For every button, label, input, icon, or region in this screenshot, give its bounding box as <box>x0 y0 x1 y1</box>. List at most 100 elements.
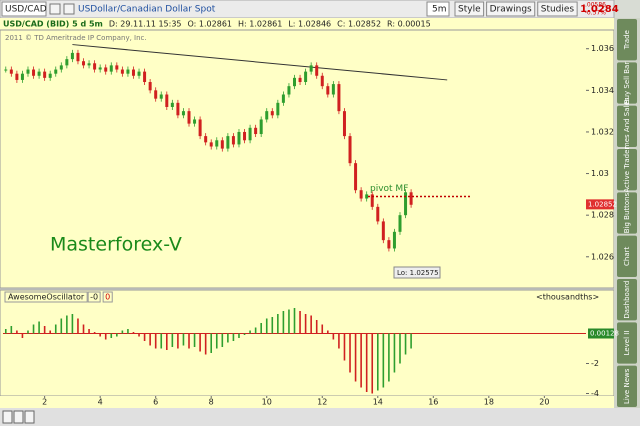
candle <box>298 77 302 83</box>
candle <box>32 69 36 76</box>
toolbar-button[interactable] <box>486 1 536 17</box>
candle <box>376 206 380 222</box>
sidebar-tab[interactable] <box>617 149 637 191</box>
candle <box>354 163 358 191</box>
x-tick-label: 10 <box>262 398 272 407</box>
candle <box>181 111 185 116</box>
candle <box>82 61 86 66</box>
candle <box>392 231 396 249</box>
candle <box>126 69 130 74</box>
zoom-icon[interactable] <box>2 410 13 424</box>
sidebar-tab[interactable] <box>617 105 637 147</box>
y-tick-label: -4 <box>591 389 599 398</box>
oscillator-panel <box>0 289 615 397</box>
sidebar-tab[interactable] <box>617 192 637 234</box>
info-item: C: 1.02852 <box>337 20 381 29</box>
info-item: O: 1.02861 <box>188 20 232 29</box>
x-tick-label: 4 <box>98 398 103 407</box>
sidebar-tab[interactable] <box>617 235 637 277</box>
oscillator-param: -0 <box>90 293 98 302</box>
sidebar-tab[interactable] <box>617 19 637 61</box>
candle <box>93 63 97 70</box>
candle <box>398 215 402 232</box>
info-item: D: 29.11.11 15:35 <box>109 20 182 29</box>
candle <box>387 240 391 249</box>
candle <box>37 71 41 76</box>
candle <box>70 52 74 60</box>
aggregation-box[interactable] <box>426 1 450 17</box>
param-box <box>87 291 101 303</box>
y-tick-label: 1.028 <box>591 211 614 220</box>
icon[interactable] <box>63 3 75 15</box>
description: USDollar/Canadian Dollar Spot <box>78 5 216 15</box>
candle <box>342 111 346 137</box>
candle <box>370 194 374 207</box>
sidebar-tab[interactable] <box>617 365 637 407</box>
candle <box>176 102 180 116</box>
x-axis-area <box>0 396 614 408</box>
candle <box>115 65 119 70</box>
copyright: 2011 © TD Ameritrade IP Company, Inc. <box>5 34 147 42</box>
toolbar-button-label: Style <box>458 5 481 15</box>
candle <box>281 94 285 103</box>
candle <box>204 136 208 143</box>
change: -.00586 <box>583 2 606 9</box>
sidebar-tab[interactable] <box>617 279 637 321</box>
candle <box>404 192 408 216</box>
sidebar-tab[interactable] <box>617 322 637 364</box>
sidebar-tab-label: Level II <box>623 331 631 356</box>
info-item: R: 0.00015 <box>387 20 431 29</box>
candle <box>243 131 247 141</box>
oscillator-title: AwesomeOscillator <box>8 293 85 302</box>
candle <box>87 63 91 66</box>
x-tick-label: 18 <box>484 398 494 407</box>
candle <box>248 127 252 141</box>
candle <box>215 140 219 147</box>
zoom-icon[interactable] <box>13 410 24 424</box>
candle <box>409 192 413 205</box>
candle <box>148 82 152 91</box>
current-value-box <box>588 328 614 339</box>
x-tick-label: 2 <box>42 398 47 407</box>
candle <box>265 111 269 120</box>
candle <box>365 194 369 199</box>
candle <box>231 136 235 145</box>
icon[interactable] <box>49 3 61 15</box>
candle <box>43 71 47 78</box>
pivot-label: pivot MF <box>370 184 408 194</box>
zoom-icon[interactable] <box>24 410 35 424</box>
low-label: Lo: 1.02575 <box>397 269 439 277</box>
sidebar-tab[interactable] <box>617 62 637 104</box>
sidebar-tab-label: Live News <box>623 368 631 404</box>
y-tick-label: -2 <box>591 359 599 368</box>
candle <box>287 86 291 95</box>
toolbar-button-label: Studies <box>541 5 575 15</box>
sidebar-tab-label: Trade <box>623 30 631 50</box>
sidebar-tab-label: Buy Sell Bar <box>623 62 631 105</box>
x-tick-label: 16 <box>428 398 438 407</box>
oscillator-title-box[interactable] <box>4 291 88 303</box>
candle <box>237 131 241 145</box>
candle <box>187 111 191 124</box>
candle <box>359 190 363 199</box>
candle <box>331 84 335 95</box>
candle <box>381 221 385 241</box>
candle <box>304 71 308 83</box>
candle <box>20 73 24 80</box>
candle <box>137 71 141 76</box>
candle <box>276 102 280 116</box>
candle <box>315 65 319 76</box>
annotation: Masterforex-V <box>50 234 182 256</box>
sidebar-tab-label: Chart <box>623 246 631 265</box>
y-tick-label: 1.03 <box>591 169 609 178</box>
candle <box>65 59 69 66</box>
toolbar-button[interactable] <box>454 1 485 17</box>
x-tick-label: 8 <box>209 398 214 407</box>
toolbar-button[interactable] <box>537 1 578 17</box>
candle <box>198 119 202 137</box>
x-tick-label: 6 <box>153 398 158 407</box>
y-tick-label: 1.034 <box>591 86 614 95</box>
symbol-box[interactable] <box>1 1 47 17</box>
candle <box>104 67 108 72</box>
